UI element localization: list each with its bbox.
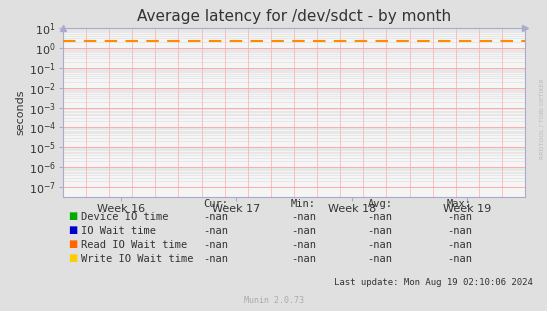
Text: -nan: -nan — [291, 254, 316, 264]
Text: -nan: -nan — [203, 240, 229, 250]
Text: IO Wait time: IO Wait time — [81, 226, 156, 236]
Text: Read IO Wait time: Read IO Wait time — [81, 240, 187, 250]
Text: -nan: -nan — [203, 226, 229, 236]
Text: Avg:: Avg: — [368, 199, 393, 209]
Text: -nan: -nan — [368, 212, 393, 222]
Text: -nan: -nan — [291, 226, 316, 236]
Text: -nan: -nan — [291, 212, 316, 222]
Text: -nan: -nan — [203, 254, 229, 264]
Text: Max:: Max: — [447, 199, 472, 209]
Text: Write IO Wait time: Write IO Wait time — [81, 254, 194, 264]
Text: -nan: -nan — [368, 254, 393, 264]
Text: Cur:: Cur: — [203, 199, 229, 209]
Text: -nan: -nan — [368, 226, 393, 236]
Text: -nan: -nan — [447, 254, 472, 264]
Text: ■: ■ — [68, 225, 78, 235]
Title: Average latency for /dev/sdct - by month: Average latency for /dev/sdct - by month — [137, 9, 451, 24]
Text: ■: ■ — [68, 239, 78, 249]
Text: Last update: Mon Aug 19 02:10:06 2024: Last update: Mon Aug 19 02:10:06 2024 — [334, 278, 533, 287]
Text: -nan: -nan — [447, 240, 472, 250]
Text: RRDTOOL / TOBI OETIKER: RRDTOOL / TOBI OETIKER — [539, 78, 544, 159]
Text: -nan: -nan — [447, 212, 472, 222]
Text: ■: ■ — [68, 253, 78, 263]
Text: ■: ■ — [68, 211, 78, 221]
Text: Munin 2.0.73: Munin 2.0.73 — [243, 296, 304, 305]
Text: Min:: Min: — [291, 199, 316, 209]
Text: -nan: -nan — [368, 240, 393, 250]
Text: -nan: -nan — [447, 226, 472, 236]
Text: -nan: -nan — [203, 212, 229, 222]
Y-axis label: seconds: seconds — [16, 90, 26, 136]
Text: Device IO time: Device IO time — [81, 212, 168, 222]
Text: -nan: -nan — [291, 240, 316, 250]
